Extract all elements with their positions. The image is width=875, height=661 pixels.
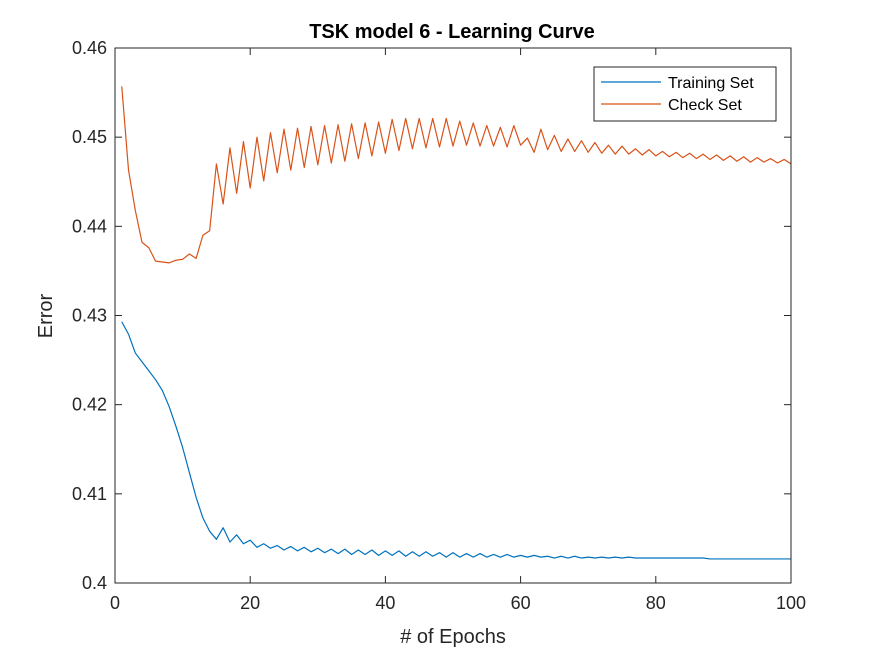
y-tick-label: 0.41 [72,484,107,504]
y-tick-label: 0.42 [72,395,107,415]
chart-title: TSK model 6 - Learning Curve [309,21,595,43]
legend: Training Set Check Set [593,66,777,122]
y-tick-label: 0.45 [72,127,107,147]
y-axis-label: Error [35,293,57,338]
series-line-check-set [121,86,792,264]
y-tick-label: 0.44 [72,216,107,236]
legend-label-training-set: Training Set [668,75,754,92]
y-tick-label: 0.43 [72,306,107,326]
x-tick-label: 40 [375,593,395,613]
plot-area: 0 20 40 60 80 100 0.4 0.41 0.42 0.43 0.44 0.45 0.46 [72,38,806,613]
x-axis-label: # of Epochs [400,626,506,648]
tick-layer: 0 20 40 60 80 100 0.4 0.41 0.42 0.43 0.44 0.45 0.46 [72,38,806,613]
legend-label-check-set: Check Set [668,97,742,114]
x-tick-label: 60 [511,593,531,613]
legend-box [593,66,777,122]
x-tick-label: 0 [110,593,120,613]
y-tick-label: 0.4 [82,573,107,593]
x-tick-label: 100 [776,593,806,613]
plot-background [115,48,791,583]
series-line-training-set [121,321,791,560]
series-layer [121,86,792,560]
x-tick-label: 20 [240,593,260,613]
y-tick-label: 0.46 [72,38,107,58]
x-tick-label: 80 [646,593,666,613]
